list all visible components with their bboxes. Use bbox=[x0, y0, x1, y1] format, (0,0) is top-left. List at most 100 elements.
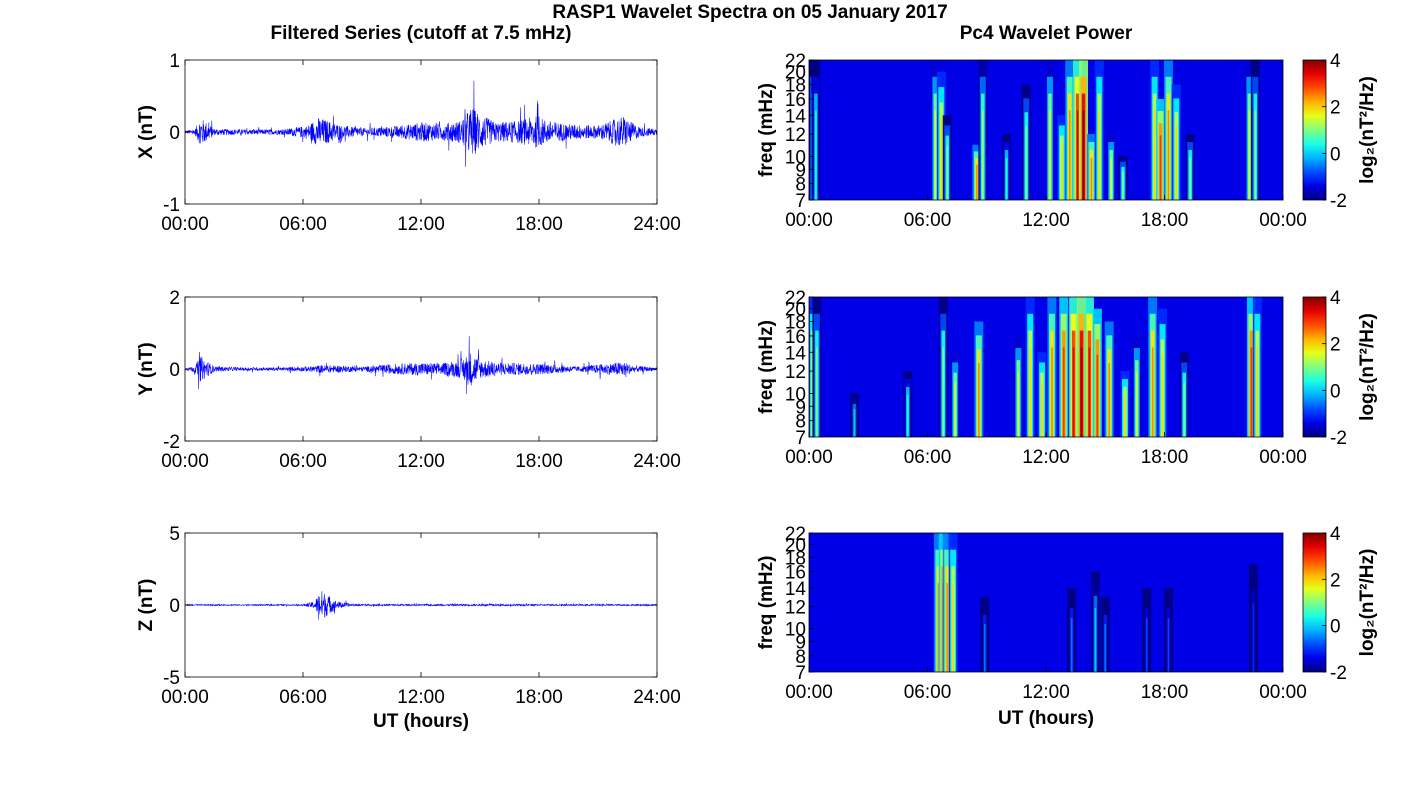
power-burst bbox=[1110, 157, 1112, 200]
timeseries-panel-x: -1 0 1 00:00 06:00 12:00 18:00 24:00 X (nT) bbox=[136, 51, 681, 235]
power-burst bbox=[1094, 607, 1097, 672]
x-tick-label: 12:00 bbox=[397, 687, 445, 708]
y-axis-label: Y (nT) bbox=[136, 342, 157, 395]
x-tick-label: 24:00 bbox=[633, 451, 681, 472]
heatmap-bursts bbox=[933, 533, 1258, 672]
power-burst bbox=[1005, 157, 1008, 200]
y-tick-label: 8 bbox=[795, 647, 806, 668]
power-burst bbox=[1090, 157, 1093, 200]
power-burst bbox=[1250, 347, 1253, 437]
colorbar-tick-label: 0 bbox=[1330, 144, 1341, 165]
series-line-x bbox=[185, 80, 657, 167]
x-tick-label: 06:00 bbox=[279, 687, 327, 708]
y-tick-label: 7 bbox=[795, 428, 806, 449]
colorbar-tick-label: 4 bbox=[1330, 288, 1341, 309]
power-burst bbox=[1167, 618, 1170, 672]
power-burst bbox=[946, 145, 949, 200]
power-burst bbox=[1062, 347, 1065, 437]
y-tick-label: 0 bbox=[169, 123, 180, 144]
y-tick-label: -2 bbox=[163, 432, 180, 453]
power-burst bbox=[1145, 618, 1148, 672]
x-tick-label: 00:00 bbox=[785, 210, 833, 231]
x-tick-label: 00:00 bbox=[1259, 682, 1307, 703]
series-line-y bbox=[185, 336, 657, 395]
y-tick-label: 22 bbox=[785, 524, 806, 545]
right-column-title: Pc4 Wavelet Power bbox=[960, 23, 1133, 44]
x-tick-label: 06:00 bbox=[279, 214, 327, 235]
heatmap-bursts bbox=[809, 297, 1262, 437]
series-line-z bbox=[185, 591, 657, 620]
y-tick-label: 20 bbox=[785, 63, 806, 84]
y-axis-label: freq (mHz) bbox=[756, 83, 777, 177]
x-axis-label: UT (hours) bbox=[373, 711, 469, 732]
x-axis-label: UT (hours) bbox=[998, 708, 1094, 729]
power-burst bbox=[815, 110, 817, 200]
y-tick-label: 14 bbox=[785, 579, 807, 600]
power-burst bbox=[1252, 603, 1255, 672]
x-tick-label: 06:00 bbox=[904, 447, 952, 468]
power-burst bbox=[934, 110, 937, 200]
power-burst bbox=[1017, 372, 1020, 437]
power-burst bbox=[1167, 110, 1170, 200]
power-burst bbox=[853, 409, 856, 437]
x-tick-label: 18:00 bbox=[1141, 210, 1189, 231]
x-tick-label: 00:00 bbox=[161, 214, 209, 235]
power-burst bbox=[1029, 347, 1031, 437]
y-tick-label: 9 bbox=[795, 632, 806, 653]
power-burst bbox=[1041, 382, 1043, 437]
power-burst bbox=[1183, 382, 1186, 437]
y-tick-label: 9 bbox=[795, 397, 806, 418]
y-tick-label: 7 bbox=[795, 191, 806, 212]
y-tick-label: 9 bbox=[795, 160, 806, 181]
y-tick-label: 22 bbox=[785, 51, 806, 72]
power-burst bbox=[1248, 110, 1251, 200]
left-column-title: Filtered Series (cutoff at 7.5 mHz) bbox=[271, 23, 572, 44]
power-burst bbox=[937, 583, 940, 672]
colorbar-tick-label: 0 bbox=[1330, 617, 1341, 638]
colorbar-tick-label: 0 bbox=[1330, 381, 1341, 402]
y-tick-label: 12 bbox=[785, 125, 806, 146]
y-tick-label: 18 bbox=[785, 548, 806, 569]
y-tick-label: 8 bbox=[795, 175, 806, 196]
power-burst bbox=[1153, 110, 1156, 200]
y-tick-label: 12 bbox=[785, 598, 806, 619]
colorbar-tick-label: 2 bbox=[1330, 570, 1341, 591]
power-burst bbox=[1256, 347, 1259, 437]
colorbar-tick-label: -2 bbox=[1330, 191, 1347, 212]
heatmap-bursts bbox=[809, 60, 1260, 200]
y-tick-label: 7 bbox=[795, 663, 806, 684]
power-burst bbox=[982, 110, 984, 200]
power-burst bbox=[1080, 347, 1083, 437]
power-burst bbox=[1049, 110, 1051, 200]
x-tick-label: 12:00 bbox=[1022, 682, 1070, 703]
power-burst bbox=[952, 583, 954, 672]
y-tick-label: 12 bbox=[785, 362, 806, 383]
colorbar-y: -2 0 2 4 log₂(nT²/Hz) bbox=[1302, 288, 1378, 449]
power-burst bbox=[1254, 110, 1257, 200]
power-burst bbox=[1061, 145, 1063, 200]
power-burst bbox=[954, 382, 956, 437]
power-burst bbox=[1082, 110, 1085, 200]
y-tick-label: 16 bbox=[785, 327, 806, 348]
x-tick-label: 00:00 bbox=[161, 687, 209, 708]
x-tick-label: 00:00 bbox=[1259, 447, 1307, 468]
y-tick-label: 2 bbox=[169, 288, 180, 309]
x-tick-label: 24:00 bbox=[633, 214, 681, 235]
y-tick-label: -1 bbox=[163, 195, 180, 216]
power-burst bbox=[976, 164, 978, 200]
power-burst bbox=[1072, 347, 1075, 437]
y-axis-label: freq (mHz) bbox=[756, 556, 777, 650]
colorbar-gradient bbox=[1302, 59, 1327, 201]
colorbar-tick-label: -2 bbox=[1330, 428, 1347, 449]
x-tick-label: 12:00 bbox=[397, 451, 445, 472]
x-tick-label: 00:00 bbox=[1259, 210, 1307, 231]
y-tick-label: 10 bbox=[785, 147, 806, 168]
colorbar-x: -2 0 2 4 log₂(nT²/Hz) bbox=[1302, 51, 1378, 212]
power-burst bbox=[1108, 363, 1110, 437]
power-burst bbox=[1096, 354, 1099, 437]
power-burst bbox=[1175, 126, 1178, 200]
power-burst bbox=[1098, 110, 1101, 200]
